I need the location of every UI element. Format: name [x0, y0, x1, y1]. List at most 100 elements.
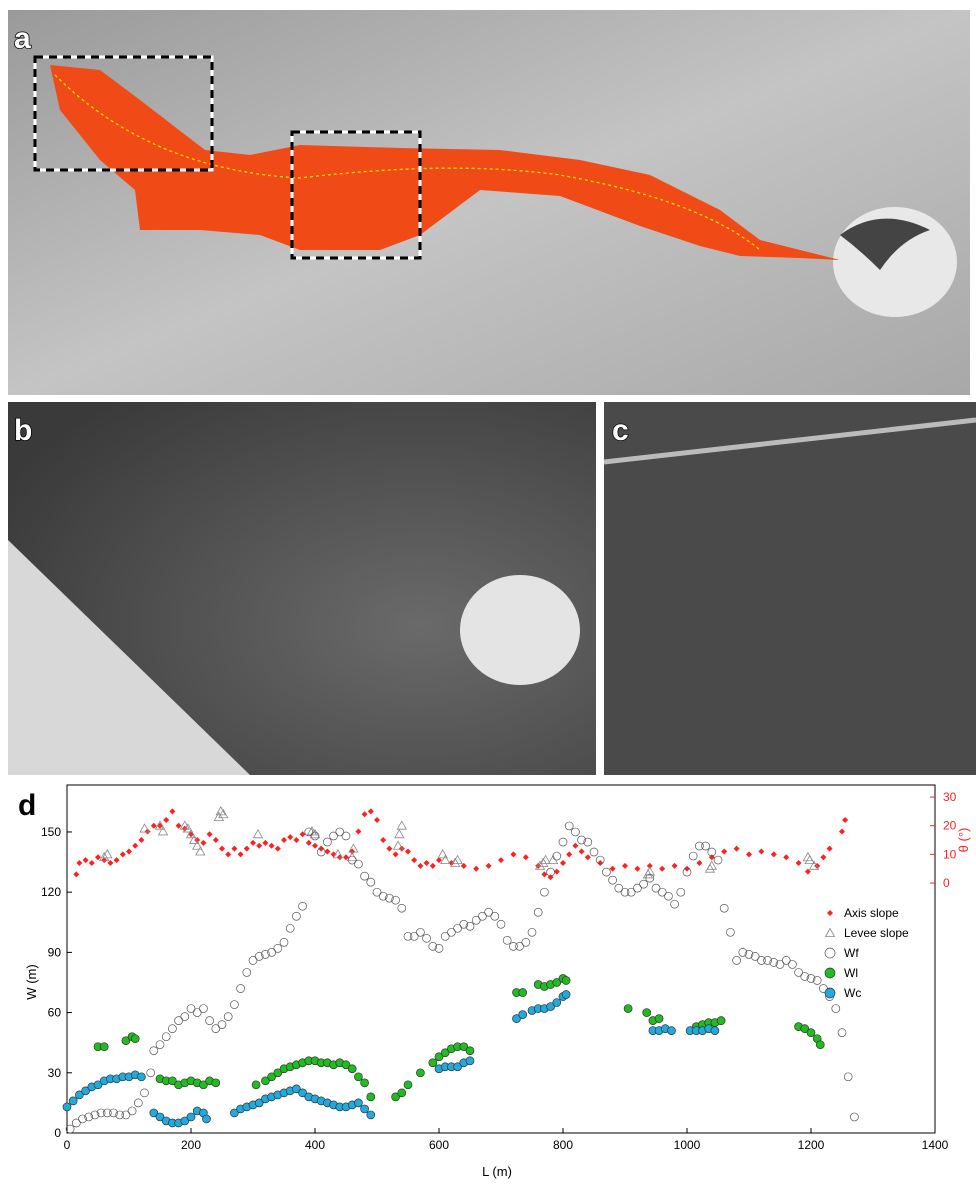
point	[510, 851, 516, 857]
point	[286, 924, 294, 932]
point	[695, 842, 703, 850]
point	[238, 851, 244, 857]
x-tick-label: 1400	[922, 1138, 949, 1152]
point	[212, 1025, 220, 1033]
point	[509, 942, 517, 950]
point	[395, 830, 404, 838]
point	[269, 843, 275, 849]
point	[181, 1013, 189, 1021]
point	[658, 888, 666, 896]
point	[842, 817, 848, 823]
point	[207, 831, 213, 837]
point	[783, 854, 789, 860]
point	[714, 856, 722, 864]
point	[354, 860, 362, 868]
point	[850, 1113, 858, 1121]
point	[280, 938, 288, 946]
y2-tick-label: 10	[943, 847, 957, 861]
point	[659, 866, 665, 872]
point	[103, 1109, 111, 1117]
point	[368, 808, 374, 814]
point	[274, 944, 282, 952]
point	[497, 920, 505, 928]
x-tick-label: 1200	[798, 1138, 825, 1152]
point	[621, 888, 629, 896]
point	[63, 1103, 71, 1111]
point	[838, 1029, 846, 1037]
point	[147, 1069, 155, 1077]
point	[615, 884, 623, 892]
point	[354, 1073, 362, 1081]
point	[571, 828, 579, 836]
point	[655, 1015, 663, 1023]
point	[373, 888, 381, 896]
point	[361, 872, 369, 880]
point	[473, 866, 479, 872]
point	[367, 1111, 375, 1119]
point	[597, 860, 603, 866]
point	[168, 1025, 176, 1033]
point	[175, 1017, 183, 1025]
x-axis-label: L (m)	[482, 1164, 512, 1179]
point	[757, 956, 765, 964]
y2-axis-label: θ (°)	[956, 828, 971, 853]
point	[312, 843, 318, 849]
point	[528, 928, 536, 936]
point	[540, 888, 548, 896]
point	[100, 1043, 108, 1051]
point	[169, 808, 175, 814]
point	[643, 1009, 651, 1017]
point	[472, 916, 480, 924]
point	[807, 1029, 815, 1037]
point	[664, 892, 672, 900]
point	[398, 904, 406, 912]
point	[677, 888, 685, 896]
point	[292, 912, 300, 920]
x-tick-label: 1000	[674, 1138, 701, 1152]
point	[299, 902, 307, 910]
point	[230, 1001, 238, 1009]
point	[218, 1021, 226, 1029]
point	[203, 1115, 211, 1123]
point	[429, 1059, 437, 1067]
point	[416, 928, 424, 936]
point	[622, 863, 628, 869]
point	[199, 1005, 207, 1013]
point	[237, 985, 245, 993]
point	[671, 900, 679, 908]
point	[572, 843, 578, 849]
point	[647, 863, 653, 869]
panel-label: b	[14, 414, 32, 447]
point	[404, 932, 412, 940]
legend-marker	[825, 948, 835, 958]
y2-tick-label: 0	[943, 876, 950, 890]
legend-marker	[825, 968, 835, 978]
y-tick-label: 60	[48, 1006, 62, 1020]
point	[816, 1041, 824, 1049]
point	[721, 849, 727, 855]
point	[187, 1113, 195, 1121]
point	[374, 817, 380, 823]
point	[624, 1005, 632, 1013]
point	[522, 938, 530, 946]
point	[416, 1069, 424, 1077]
y-tick-label: 120	[41, 885, 61, 899]
point	[523, 854, 529, 860]
point	[796, 860, 802, 866]
legend-marker	[825, 988, 835, 998]
point	[519, 989, 527, 997]
legend-label: Levee slope	[844, 926, 909, 940]
point	[330, 832, 338, 840]
point	[256, 843, 262, 849]
panel-a-image	[8, 10, 970, 395]
point	[224, 1013, 232, 1021]
point	[585, 854, 591, 860]
x-tick-label: 800	[553, 1138, 573, 1152]
point	[380, 837, 386, 843]
point	[252, 1081, 260, 1089]
x-tick-label: 0	[64, 1138, 71, 1152]
point	[844, 1073, 852, 1081]
point	[336, 828, 344, 836]
point	[103, 850, 112, 858]
point	[213, 837, 219, 843]
